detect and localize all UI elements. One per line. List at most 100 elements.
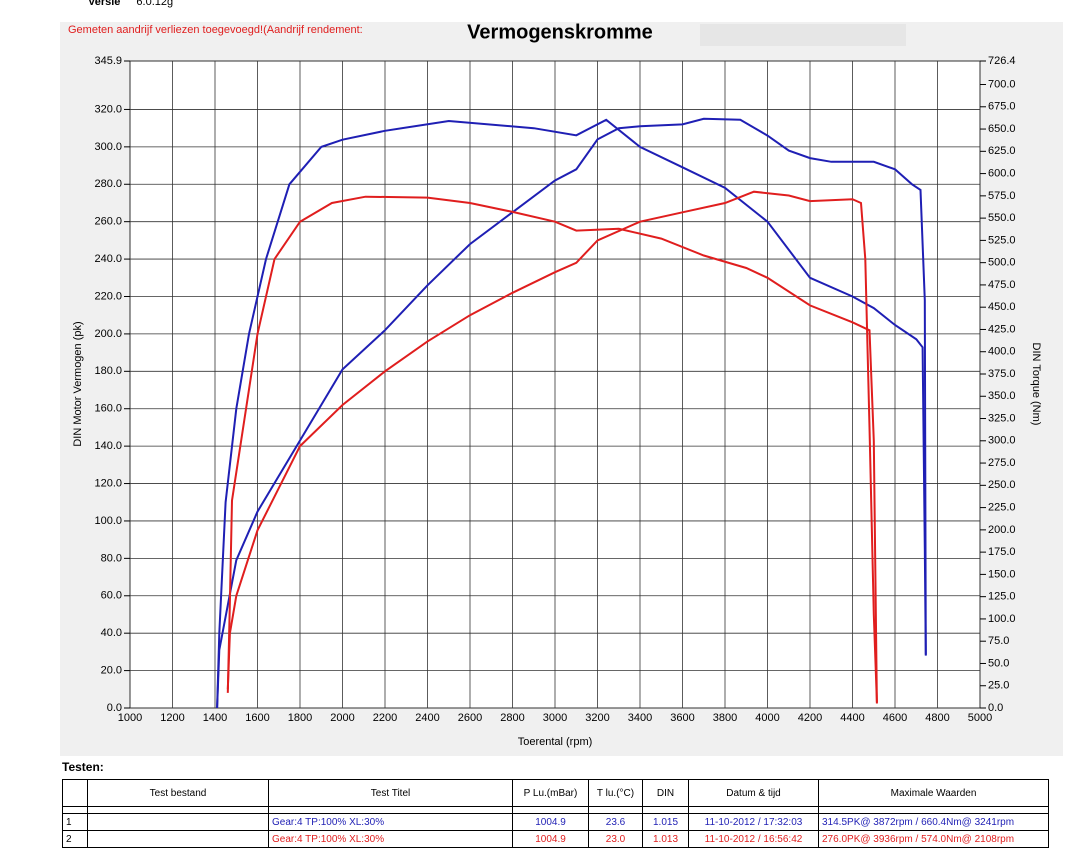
blurred-box bbox=[700, 24, 906, 46]
spacer-row bbox=[62, 806, 1049, 814]
header-cell: P Lu.(mBar) bbox=[512, 779, 589, 807]
y2-tick-label: 500.0 bbox=[988, 257, 1016, 269]
y2-tick-label: 400.0 bbox=[988, 346, 1016, 358]
y2-tick-label: 675.0 bbox=[988, 101, 1016, 113]
curve bbox=[226, 195, 878, 704]
cell bbox=[818, 806, 1049, 814]
x-axis-label: Toerental (rpm) bbox=[518, 736, 593, 748]
y2-tick-label: 450.0 bbox=[988, 301, 1016, 313]
header-cell: Test Titel bbox=[268, 779, 513, 807]
y2-tick-label: 600.0 bbox=[988, 167, 1016, 179]
y2-tick-label: 175.0 bbox=[988, 546, 1016, 558]
y-tick-label: 100.0 bbox=[94, 515, 122, 527]
header-row: Test bestand Test Titel P Lu.(mBar) T lu.(°… bbox=[62, 779, 1049, 807]
x-tick-label: 2400 bbox=[415, 712, 439, 724]
y-tick-label: 0.0 bbox=[107, 702, 122, 714]
curve bbox=[216, 118, 927, 709]
cell: 23.6 bbox=[588, 813, 643, 831]
y2-tick-label: 550.0 bbox=[988, 212, 1016, 224]
y2-tick-label: 100.0 bbox=[988, 613, 1016, 625]
x-tick-label: 4000 bbox=[755, 712, 779, 724]
y2-tick-label: 625.0 bbox=[988, 145, 1016, 157]
cell bbox=[62, 806, 88, 814]
x-tick-label: 1600 bbox=[245, 712, 269, 724]
y-tick-label: 80.0 bbox=[101, 552, 122, 564]
y-tick-label: 345.9 bbox=[94, 55, 122, 67]
x-tick-label: 3600 bbox=[670, 712, 694, 724]
cell: 11-10-2012 / 17:32:03 bbox=[688, 813, 819, 831]
y-tick-label: 180.0 bbox=[94, 365, 122, 377]
x-tick-label: 3800 bbox=[713, 712, 737, 724]
x-tick-label: 1200 bbox=[160, 712, 184, 724]
x-tick-label: 4200 bbox=[798, 712, 822, 724]
y2-tick-label: 125.0 bbox=[988, 591, 1016, 603]
cell bbox=[512, 806, 589, 814]
note: Gemeten aandrijf verliezen toegevoegd!(A… bbox=[68, 24, 363, 36]
y2-tick-label: 375.0 bbox=[988, 368, 1016, 380]
y2-tick-label: 150.0 bbox=[988, 568, 1016, 580]
chart: Gemeten aandrijf verliezen toegevoegd!(A… bbox=[60, 21, 1063, 756]
y2-tick-label: 325.0 bbox=[988, 412, 1016, 424]
version-value: 6.0.12g bbox=[136, 0, 174, 8]
x-tick-label: 2600 bbox=[458, 712, 482, 724]
curve bbox=[226, 190, 878, 703]
curve bbox=[216, 117, 927, 709]
cell: 11-10-2012 / 16:56:42 bbox=[688, 830, 819, 848]
y2-tick-label: 50.0 bbox=[988, 657, 1009, 669]
cell: 1.013 bbox=[642, 830, 689, 848]
y2-tick-label: 475.0 bbox=[988, 279, 1016, 291]
x-tick-label: 1400 bbox=[203, 712, 227, 724]
x-tick-label: 3000 bbox=[543, 712, 567, 724]
test-table: Test bestand Test Titel P Lu.(mBar) T lu.(°… bbox=[62, 779, 1049, 848]
cell: 314.5PK@ 3872rpm / 660.4Nm@ 3241rpm bbox=[818, 813, 1049, 831]
x-tick-label: 2200 bbox=[373, 712, 397, 724]
x-tick-label: 4800 bbox=[925, 712, 949, 724]
y-tick-label: 220.0 bbox=[94, 290, 122, 302]
cell: 1004.9 bbox=[512, 830, 589, 848]
y-tick-label: 40.0 bbox=[101, 627, 122, 639]
table-label: Testen: bbox=[62, 760, 104, 774]
cell bbox=[642, 806, 689, 814]
y-tick-label: 300.0 bbox=[94, 141, 122, 153]
y2-axis-label: DIN Torque (Nm) bbox=[1030, 343, 1042, 426]
x-tick-label: 5000 bbox=[968, 712, 992, 724]
y-tick-label: 160.0 bbox=[94, 403, 122, 415]
cell: 1004.9 bbox=[512, 813, 589, 831]
x-tick-label: 4600 bbox=[883, 712, 907, 724]
y-tick-label: 200.0 bbox=[94, 328, 122, 340]
table-row: 2 Gear:4 TP:100% XL:30% 1004.9 23.0 1.013 11-… bbox=[62, 830, 1049, 848]
y-tick-label: 20.0 bbox=[101, 664, 122, 676]
header-cell: Test bestand bbox=[87, 779, 269, 807]
cell: 2 bbox=[62, 830, 88, 848]
header-cell bbox=[62, 779, 88, 807]
y-tick-label: 280.0 bbox=[94, 178, 122, 190]
y2-tick-label: 225.0 bbox=[988, 502, 1016, 514]
cell: Gear:4 TP:100% XL:30% bbox=[268, 813, 513, 831]
y-tick-label: 140.0 bbox=[94, 440, 122, 452]
table-row: 1 Gear:4 TP:100% XL:30% 1004.9 23.6 1.015 11-… bbox=[62, 813, 1049, 831]
y2-tick-label: 575.0 bbox=[988, 190, 1016, 202]
y2-tick-label: 0.0 bbox=[988, 702, 1003, 714]
y2-tick-label: 525.0 bbox=[988, 234, 1016, 246]
cell: 23.0 bbox=[588, 830, 643, 848]
x-tick-label: 1000 bbox=[118, 712, 142, 724]
y2-tick-label: 300.0 bbox=[988, 435, 1016, 447]
y2-tick-label: 350.0 bbox=[988, 390, 1016, 402]
cell bbox=[588, 806, 643, 814]
cell: 1.015 bbox=[642, 813, 689, 831]
y2-tick-label: 275.0 bbox=[988, 457, 1016, 469]
y2-tick-label: 726.4 bbox=[988, 55, 1016, 67]
version-label: Versie bbox=[88, 0, 121, 8]
y2-tick-label: 700.0 bbox=[988, 78, 1016, 90]
x-tick-label: 3400 bbox=[628, 712, 652, 724]
y-tick-label: 240.0 bbox=[94, 253, 122, 265]
x-tick-label: 4400 bbox=[840, 712, 864, 724]
cell: 1 bbox=[62, 813, 88, 831]
y-axis-label: DIN Motor Vermogen (pk) bbox=[72, 321, 84, 446]
header-cell: T lu.(°C) bbox=[588, 779, 643, 807]
cell bbox=[87, 806, 269, 814]
x-tick-label: 2800 bbox=[500, 712, 524, 724]
y2-tick-label: 650.0 bbox=[988, 123, 1016, 135]
header-cell: Datum & tijd bbox=[688, 779, 819, 807]
header-cell: DIN bbox=[642, 779, 689, 807]
